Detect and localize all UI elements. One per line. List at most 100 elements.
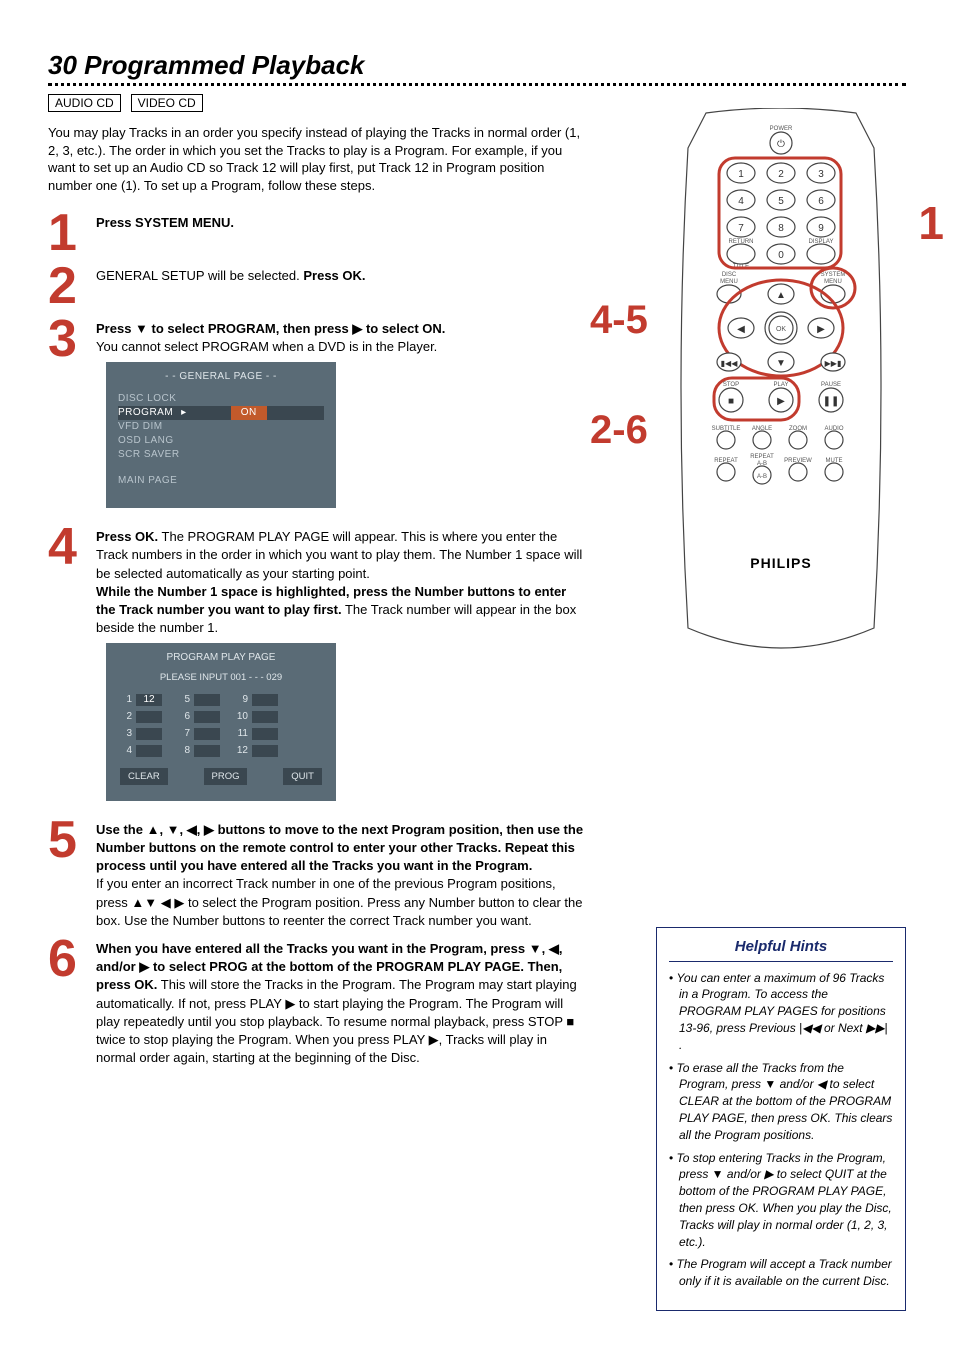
hints-title: Helpful Hints [669, 938, 893, 962]
prog-idx: 12 [234, 744, 248, 758]
svg-text:OK: OK [776, 326, 786, 333]
menu-row-label: PROGRAM [118, 406, 173, 420]
svg-text:8: 8 [778, 223, 784, 234]
step-3: 3 Press ▼ to select PROGRAM, then press … [48, 316, 588, 518]
menu-row: OSD LANG [118, 434, 324, 448]
helpful-hints-box: Helpful Hints You can enter a maximum of… [656, 927, 906, 1311]
program-prog-button: PROG [204, 768, 248, 785]
svg-text:■: ■ [728, 396, 734, 407]
disc-type-video: VIDEO CD [131, 94, 203, 112]
step-6-rest: This will store the Tracks in the Progra… [96, 977, 577, 1065]
svg-text:▮◀◀: ▮◀◀ [721, 359, 739, 368]
prog-val [194, 728, 220, 740]
svg-text:4: 4 [738, 196, 744, 207]
program-subtitle: PLEASE INPUT 001 - - - 029 [118, 671, 324, 684]
general-page-menu: - - GENERAL PAGE - - DISC LOCK PROGRAM ▸… [106, 362, 336, 508]
prog-val [252, 745, 278, 757]
svg-text:1: 1 [738, 169, 744, 180]
prog-idx: 4 [118, 744, 132, 758]
callout-2-6: 2-6 [590, 408, 648, 453]
svg-text:SYSTEM: SYSTEM [821, 272, 846, 278]
svg-text:MENU: MENU [824, 279, 842, 285]
page-title: 30 Programmed Playback [48, 50, 906, 86]
step-number: 5 [48, 817, 96, 930]
menu-row: VFD DIM [118, 420, 324, 434]
callout-1: 1 [918, 196, 944, 250]
svg-text:PLAY: PLAY [774, 382, 789, 388]
menu-on-value: ON [231, 406, 267, 420]
svg-text:REPEAT: REPEAT [750, 454, 774, 460]
step-number: 4 [48, 524, 96, 811]
program-title: PROGRAM PLAY PAGE [118, 651, 324, 665]
hint-item: The Program will accept a Track number o… [669, 1256, 893, 1290]
svg-text:5: 5 [778, 196, 784, 207]
prog-idx: 6 [176, 710, 190, 724]
menu-title: - - GENERAL PAGE - - [118, 370, 324, 384]
svg-text:STOP: STOP [723, 382, 739, 388]
hint-item: To stop entering Tracks in the Program, … [669, 1150, 893, 1251]
svg-text:DISC: DISC [722, 272, 737, 278]
program-clear-button: CLEAR [120, 768, 168, 785]
menu-row-selected: PROGRAM ▸ ON [118, 406, 324, 420]
step-5-bold: Use the ▲, ▼, ◀, ▶ buttons to move to th… [96, 822, 583, 873]
disc-type-audio: AUDIO CD [48, 94, 121, 112]
prog-idx: 2 [118, 710, 132, 724]
prog-idx: 1 [118, 693, 132, 707]
step-6: 6 When you have entered all the Tracks y… [48, 936, 588, 1067]
svg-text:❚❚: ❚❚ [823, 396, 840, 407]
svg-text:▼: ▼ [776, 358, 786, 369]
prog-val [194, 711, 220, 723]
svg-text:A-B: A-B [757, 474, 767, 480]
step-4-rest1: The PROGRAM PLAY PAGE will appear. This … [96, 529, 582, 580]
step-3-bold: Press ▼ to select PROGRAM, then press ▶ … [96, 321, 445, 336]
svg-text:◀: ◀ [737, 324, 745, 335]
step-4-bold1: Press OK. [96, 529, 158, 544]
svg-text:6: 6 [818, 196, 824, 207]
prog-idx: 9 [234, 693, 248, 707]
prog-idx: 7 [176, 727, 190, 741]
svg-text:3: 3 [818, 169, 824, 180]
step-2-bold: Press OK. [303, 268, 365, 283]
step-4: 4 Press OK. The PROGRAM PLAY PAGE will a… [48, 524, 588, 811]
svg-text:POWER: POWER [770, 126, 793, 132]
prog-val: 12 [136, 694, 162, 706]
menu-footer: MAIN PAGE [118, 474, 324, 488]
prog-idx: 11 [234, 727, 248, 741]
prog-idx: 5 [176, 693, 190, 707]
program-play-menu: PROGRAM PLAY PAGE PLEASE INPUT 001 - - -… [106, 643, 336, 801]
svg-text:9: 9 [818, 223, 824, 234]
hint-item: To erase all the Tracks from the Program… [669, 1060, 893, 1144]
prog-val [194, 694, 220, 706]
step-1-text: Press SYSTEM MENU. [96, 215, 234, 230]
step-3-post: You cannot select PROGRAM when a DVD is … [96, 339, 437, 354]
step-1: 1 Press SYSTEM MENU. [48, 210, 588, 257]
program-grid: 112 2 3 4 5 6 7 8 9 10 11 [118, 693, 324, 758]
svg-text:MENU: MENU [720, 279, 738, 285]
menu-arrow-icon: ▸ [181, 406, 187, 420]
svg-text:▶: ▶ [817, 324, 825, 335]
prog-val [194, 745, 220, 757]
svg-text:⏻: ⏻ [777, 139, 785, 150]
prog-val [136, 711, 162, 723]
prog-val [252, 694, 278, 706]
prog-idx: 8 [176, 744, 190, 758]
svg-text:7: 7 [738, 223, 744, 234]
svg-text:▲: ▲ [776, 290, 786, 301]
remote-illustration: .rb { fill:#fff; stroke:#444; stroke-wid… [656, 108, 906, 668]
step-5: 5 Use the ▲, ▼, ◀, ▶ buttons to move to … [48, 817, 588, 930]
step-5-rest: If you enter an incorrect Track number i… [96, 876, 583, 927]
program-quit-button: QUIT [283, 768, 322, 785]
remote-svg: .rb { fill:#fff; stroke:#444; stroke-wid… [656, 108, 906, 668]
step-2: 2 GENERAL SETUP will be selected. Press … [48, 263, 588, 310]
step-number: 6 [48, 936, 96, 1067]
step-number: 3 [48, 316, 96, 518]
intro-paragraph: You may play Tracks in an order you spec… [48, 124, 588, 194]
prog-val [252, 728, 278, 740]
svg-text:▶▶▮: ▶▶▮ [825, 359, 842, 368]
prog-val [136, 745, 162, 757]
svg-text:0: 0 [778, 250, 784, 261]
prog-val [252, 711, 278, 723]
svg-text:PHILIPS: PHILIPS [750, 555, 811, 571]
callout-4-5: 4-5 [590, 298, 648, 343]
menu-row: SCR SAVER [118, 448, 324, 462]
